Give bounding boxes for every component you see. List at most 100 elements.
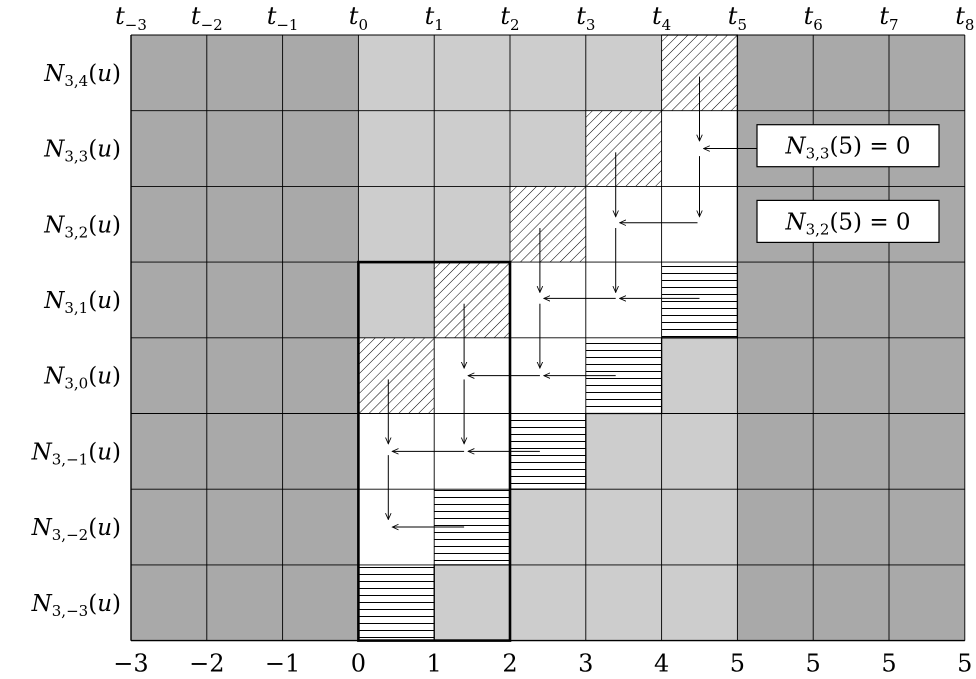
grid-cell-r0-c1 [206,35,283,111]
bottom-knot-value-1: −2 [189,650,224,678]
row-label-3: N3,1(u) [43,288,121,317]
row-label-5: N3,−1(u) [31,439,121,468]
grid-cell-r6-c2 [282,489,359,565]
bottom-knot-value-3: 0 [351,650,366,678]
bottom-knot-value-9: 5 [806,650,821,678]
bottom-knot-value-0: −3 [113,650,148,678]
grid-cell-r0-c10 [889,35,965,111]
grid-cell-r4-c7 [661,337,738,414]
grid-cell-r7-c2 [282,564,359,641]
bottom-knot-value-7: 4 [654,650,669,678]
bottom-knot-value-6: 3 [578,650,593,678]
grid-cell-r3-c7 [661,262,738,338]
grid-cell-r2-c6 [585,186,662,263]
top-knot-label-2: t−1 [267,2,299,34]
grid-cell-r4-c9 [813,337,889,414]
bottom-knot-value-4: 1 [427,650,442,678]
grid-cell-r6-c6 [585,489,662,565]
grid-cell-r5-c9 [813,413,889,490]
grid-cell-r4-c8 [737,337,814,414]
grid-cell-r0-c9 [813,35,889,111]
grid-cell-r7-c1 [206,564,283,641]
grid-cell-r6-c10 [889,489,965,565]
row-label-0: N3,4(u) [43,61,121,90]
annotation-text-0: N3,3(5) = 0 [784,134,910,163]
top-knot-label-0: t−3 [115,2,147,34]
top-knot-label-7: t4 [652,2,671,34]
grid-cell-r1-c0 [131,110,207,187]
grid-cell-r3-c5 [510,262,586,338]
grid-cell-r7-c6 [585,564,662,641]
top-knot-label-4: t1 [425,2,444,34]
grid-cell-r0-c3 [358,35,435,111]
top-knot-labels: t−3 t−2 t−1 t0 t1 t2 t3 t4 t5 t6 t7 t8 [115,2,974,34]
grid-cell-r5-c7 [661,413,738,490]
grid-cell-r5-c6 [585,413,662,490]
bottom-knot-values: −3 −2 −1 0 1 2 3 4 5 5 5 5 [113,650,972,678]
grid-cell-r6-c7 [661,489,738,565]
annotation-boxes: N3,3(5) = 0 N3,2(5) = 0 [756,124,940,243]
grid-cell-r3-c4 [434,262,510,338]
top-knot-label-10: t7 [879,2,898,34]
row-basis-labels: N3,4(u) N3,3(u) N3,2(u) N3,1(u) N3,0(u) N3,−1… [31,61,121,620]
row-label-4: N3,0(u) [43,364,121,393]
grid-cell-r7-c9 [813,564,889,641]
grid-cell-r4-c0 [131,337,207,414]
top-knot-label-6: t3 [576,2,595,34]
bottom-knot-value-2: −1 [265,650,300,678]
grid-cell-r0-c4 [434,35,510,111]
recursion-arrows [388,76,758,527]
grid-cell-r3-c10 [889,262,965,338]
grid-cell-r1-c1 [206,110,283,187]
grid-cell-r0-c5 [510,35,586,111]
grid-cell-r6-c1 [206,489,283,565]
grid-cell-r3-c9 [813,262,889,338]
grid-cell-r2-c4 [434,186,510,263]
grid-cell-r7-c7 [661,564,738,641]
row-label-2: N3,2(u) [43,212,121,241]
grid-cell-r4-c10 [889,337,965,414]
grid-cell-r2-c5 [510,186,586,263]
grid-cell-r7-c3 [358,564,435,641]
grid-cell-r3-c6 [585,262,662,338]
grid-cell-r5-c2 [282,413,359,490]
grid-cell-r0-c0 [131,35,207,111]
grid-cell-r7-c8 [737,564,814,641]
grid-cell-r5-c0 [131,413,207,490]
row-label-6: N3,−2(u) [31,515,121,544]
grid-cell-r0-c2 [282,35,359,111]
bottom-knot-value-10: 5 [881,650,896,678]
grid-cell-r2-c1 [206,186,283,263]
grid-cell-r4-c3 [358,337,435,414]
grid-cell-r3-c2 [282,262,359,338]
grid-cell-r2-c0 [131,186,207,263]
top-knot-label-8: t5 [728,2,747,34]
top-knot-label-3: t0 [349,2,368,34]
top-knot-label-5: t2 [500,2,519,34]
grid-cell-r5-c8 [737,413,814,490]
grid-cell-r3-c0 [131,262,207,338]
grid-cell-r7-c0 [131,564,207,641]
grid-cell-r6-c8 [737,489,814,565]
grid-cell-r6-c0 [131,489,207,565]
top-knot-label-1: t−2 [191,2,223,34]
bottom-knot-value-11: 5 [957,650,972,678]
grid-cell-r1-c2 [282,110,359,187]
grid-cell-r2-c2 [282,186,359,263]
grid-cell-r6-c9 [813,489,889,565]
annotation-text-1: N3,2(5) = 0 [784,209,910,238]
grid-cell-r3-c8 [737,262,814,338]
annotation-box-0 [756,124,940,168]
grid-cell-r3-c1 [206,262,283,338]
staircase-outline [433,34,739,641]
grid-cell-r7-c5 [510,564,586,641]
grid-cell-r6-c5 [510,489,586,565]
grid-cell-r1-c5 [510,110,586,187]
row-label-1: N3,3(u) [43,137,121,166]
grid-cell-r4-c1 [206,337,283,414]
grid-cell-r7-c4 [434,564,510,641]
grid-cell-r3-c3 [358,262,435,338]
grid-cell-r1-c4 [434,110,510,187]
grid-cell-r5-c10 [889,413,965,490]
